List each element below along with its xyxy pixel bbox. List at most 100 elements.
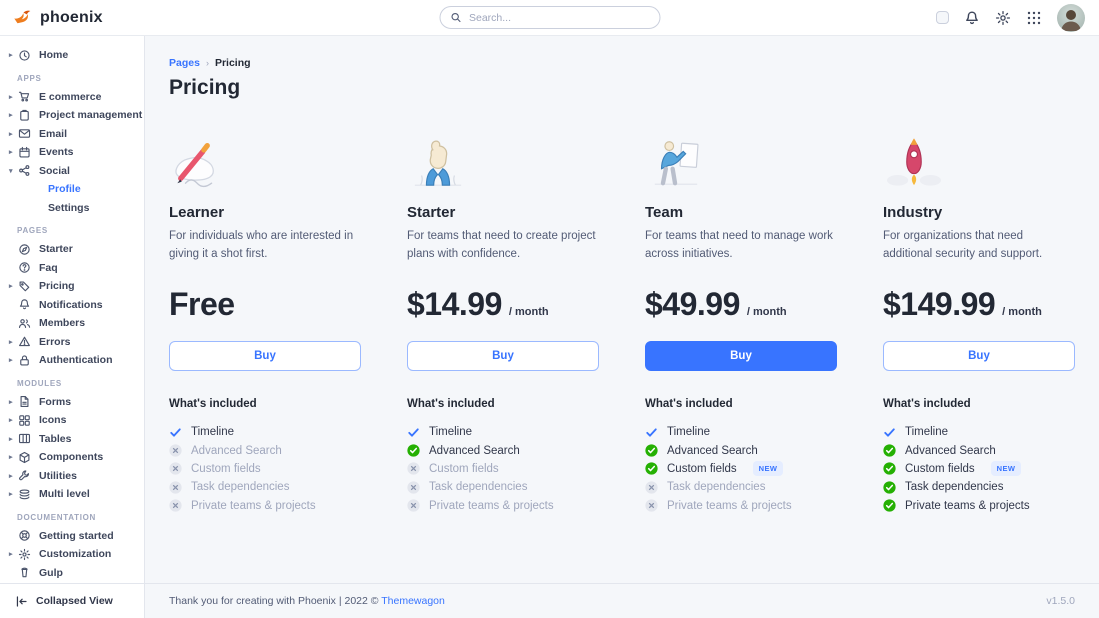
plan-name: Team <box>645 204 684 221</box>
check-circle-icon <box>645 444 658 457</box>
check-icon <box>407 426 420 439</box>
caret-icon: ▸ <box>9 551 13 559</box>
feature-label: Timeline <box>429 426 473 439</box>
search-box[interactable] <box>439 6 660 29</box>
cross-circle-icon <box>407 499 420 512</box>
footer: Thank you for creating with Phoenix | 20… <box>145 583 1099 618</box>
check-circle-icon <box>883 462 896 476</box>
caret-icon: ▸ <box>9 398 13 406</box>
sidebar-item-members[interactable]: Members <box>0 314 144 333</box>
plan-period: / month <box>1002 306 1042 318</box>
buy-button-industry[interactable]: Buy <box>883 341 1075 371</box>
sidebar-item-icons[interactable]: ▸ Icons <box>0 411 144 430</box>
feature-list: Timeline Advanced Search Custom fields NEW T… <box>883 423 1075 515</box>
envelope-icon <box>18 127 31 140</box>
check-circle-icon <box>407 444 420 457</box>
brand-logo[interactable]: phoenix <box>12 7 103 29</box>
sidebar-item-authentication[interactable]: ▸ Authentication <box>0 351 144 370</box>
caret-icon: ▸ <box>9 52 13 60</box>
collapsed-view-toggle[interactable]: Collapsed View <box>0 583 144 618</box>
included-title: What's included <box>883 398 971 410</box>
top-navbar: phoenix <box>0 0 1099 36</box>
sidebar-item-email[interactable]: ▸ Email <box>0 125 144 144</box>
sidebar-item-e-commerce[interactable]: ▸ E commerce <box>0 88 144 107</box>
presenter-illustration <box>645 133 837 189</box>
buy-button-team[interactable]: Buy <box>645 341 837 371</box>
plan-price-row: $149.99 / month <box>883 286 1075 328</box>
pencil-illustration <box>169 133 361 189</box>
sidebar-item-tables[interactable]: ▸ Tables <box>0 430 144 449</box>
sidebar-item-pricing[interactable]: ▸ Pricing <box>0 277 144 296</box>
sidebar-item-utilities[interactable]: ▸ Utilities <box>0 467 144 486</box>
sidebar-item-errors[interactable]: ▸ Errors <box>0 333 144 352</box>
users-icon <box>18 317 31 330</box>
sidebar-item-home[interactable]: ▸ Home <box>0 46 144 65</box>
sidebar-section-label: DOCUMENTATION <box>17 512 97 522</box>
footer-text: Thank you for creating with Phoenix | 20… <box>169 595 379 607</box>
sidebar-item-faq[interactable]: Faq <box>0 259 144 278</box>
sidebar-item-customization[interactable]: ▸ Customization <box>0 545 144 564</box>
cross-circle-icon <box>169 462 182 476</box>
plan-description: For teams that need to manage work acros… <box>645 230 833 260</box>
caret-icon: ▸ <box>9 112 13 120</box>
plan-period: / month <box>746 306 787 318</box>
plan-price-row: $14.99 / month <box>407 286 599 328</box>
pricing-grid: Learner For individuals who are intereste… <box>169 133 1075 515</box>
check-circle-icon <box>883 481 896 494</box>
themewagon-link[interactable]: Themewagon <box>381 595 445 607</box>
buy-button-learner[interactable]: Buy <box>169 341 361 371</box>
feature-row-custom-fields: Custom fields <box>169 460 361 478</box>
sidebar-item-label: Events <box>39 146 74 159</box>
sidebar-item-getting-started[interactable]: Getting started <box>0 527 144 546</box>
bell-icon[interactable] <box>964 10 980 26</box>
sidebar-item-events[interactable]: ▸ Events <box>0 143 144 162</box>
lifering-icon <box>18 529 31 542</box>
theme-toggle[interactable] <box>936 11 949 24</box>
sidebar-item-label: Tables <box>39 432 72 445</box>
sidebar-item-profile[interactable]: Profile <box>0 180 144 199</box>
sidebar-item-label: Multi level <box>39 488 90 501</box>
wrench-icon <box>18 469 31 482</box>
search-input[interactable] <box>467 10 649 25</box>
brand-name: phoenix <box>40 8 103 26</box>
feature-row-custom-fields: Custom fields <box>407 460 599 478</box>
gear-icon <box>18 548 31 561</box>
sidebar-item-label: Email <box>39 127 68 140</box>
feature-label: Private teams & projects <box>429 499 554 512</box>
feature-row-custom-fields: Custom fields NEW <box>883 460 1075 478</box>
breadcrumb-pages-link[interactable]: Pages <box>169 57 200 69</box>
breadcrumb-current: Pricing <box>214 57 251 69</box>
bell-icon <box>18 298 31 311</box>
caret-icon: ▸ <box>9 435 13 443</box>
thumbsup-illustration <box>407 133 599 189</box>
sidebar-item-label: Pricing <box>39 280 75 293</box>
buy-button-starter[interactable]: Buy <box>407 341 599 371</box>
sidebar-item-label: Home <box>39 49 69 62</box>
sidebar-item-components[interactable]: ▸ Components <box>0 448 144 467</box>
feature-label: Private teams & projects <box>905 499 1030 512</box>
plan-price-row: Free <box>169 286 361 328</box>
sidebar-item-label: Gulp <box>39 566 63 579</box>
sidebar-item-gulp[interactable]: Gulp <box>0 564 144 583</box>
sidebar-item-social[interactable]: ▾ Social <box>0 162 144 181</box>
apps-grid-icon[interactable] <box>1026 10 1042 26</box>
sidebar-item-notifications[interactable]: Notifications <box>0 296 144 315</box>
sidebar-item-multi-level[interactable]: ▸ Multi level <box>0 485 144 504</box>
sidebar-item-label: Getting started <box>39 529 114 542</box>
sidebar-item-forms[interactable]: ▸ Forms <box>0 393 144 412</box>
included-title: What's included <box>169 398 257 410</box>
feature-row-custom-fields: Custom fields NEW <box>645 460 837 478</box>
gear-icon[interactable] <box>995 10 1011 26</box>
user-avatar[interactable] <box>1057 3 1085 32</box>
feature-row-advanced-search: Advanced Search <box>169 441 361 459</box>
sidebar-item-starter[interactable]: Starter <box>0 240 144 259</box>
plan-description: For teams that need to create project pl… <box>407 230 596 260</box>
feature-row-timeline: Timeline <box>883 423 1075 441</box>
sidebar-item-settings[interactable]: Settings <box>0 199 144 218</box>
sidebar-item-project-management[interactable]: ▸ Project management <box>0 106 144 125</box>
included-title: What's included <box>407 398 495 410</box>
caret-icon: ▸ <box>9 93 13 101</box>
feature-label: Advanced Search <box>905 444 996 457</box>
caret-icon: ▾ <box>9 167 13 175</box>
check-icon <box>883 426 896 439</box>
